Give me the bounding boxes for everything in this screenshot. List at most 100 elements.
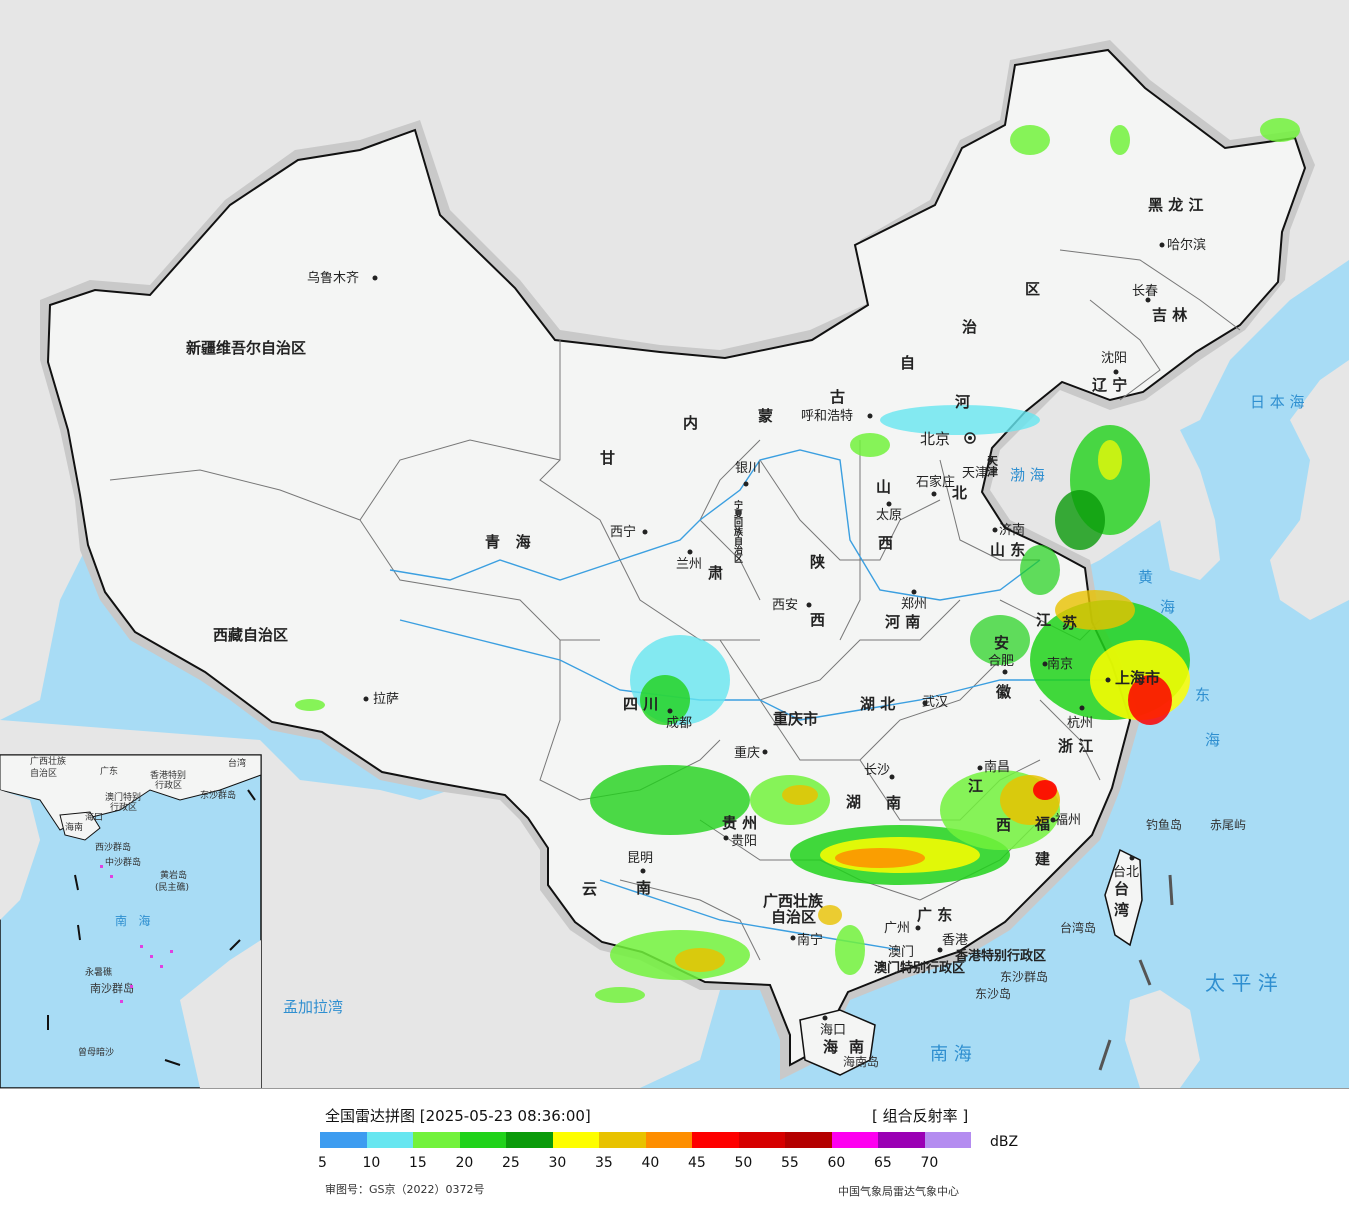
tick-label: 15 <box>409 1155 427 1171</box>
tick-label: 35 <box>595 1155 613 1171</box>
color-segment <box>320 1132 367 1148</box>
city-hangzhou: 杭州 <box>1067 716 1093 731</box>
taiwan-island <box>1104 848 1143 947</box>
label-guangxi-1: 广西壮族 <box>763 892 824 910</box>
inset-label-guangdong: 广东 <box>100 765 118 777</box>
dash-line-main <box>1098 874 1174 1071</box>
island-dongsha: 东沙岛 <box>975 986 1011 1001</box>
city-changsha: 长沙 <box>864 763 890 778</box>
inset-label-guangxi: 广西壮族 <box>30 755 66 767</box>
city-urumqi: 乌鲁木齐 <box>307 270 359 286</box>
city-chengdu: 成都 <box>666 716 692 731</box>
region-labels: 新疆维吾尔自治区 西藏自治区 青 海 甘 肃 内 蒙 古 自 治 区 黑 龙 江… <box>186 196 1203 1056</box>
inset-label-zengmu: 曾母暗沙 <box>78 1046 114 1058</box>
color-segment <box>459 1132 506 1148</box>
sea-japan: 日 本 海 <box>1250 393 1305 411</box>
city-haikou: 海口 <box>820 1023 846 1038</box>
label-hu-hunan: 湖 <box>846 793 861 811</box>
unit-label: dBZ <box>990 1134 1019 1150</box>
tick-label: 30 <box>548 1155 567 1171</box>
label-guizhou: 贵 州 <box>722 814 757 832</box>
inset-label-yongshu: 永暑礁 <box>85 966 112 978</box>
tick-label: 45 <box>688 1155 706 1171</box>
inset-label-minzhu: (民主礁) <box>155 881 189 893</box>
inset-label-zizhiqu: 自治区 <box>30 767 57 779</box>
sea-south: 南 海 <box>930 1044 972 1065</box>
hainan-island <box>799 1009 876 1076</box>
province-boundaries <box>109 249 1241 961</box>
city-zhengzhou: 郑州 <box>901 597 927 612</box>
city-xian: 西安 <box>772 598 798 613</box>
label-macau-sar: 澳门特别行政区 <box>874 960 965 976</box>
tick-label: 40 <box>641 1155 660 1171</box>
inset-label-nansha: 南沙群岛 <box>90 981 134 995</box>
label-henan: 河 南 <box>885 613 920 631</box>
city-lanzhou: 兰州 <box>676 557 702 572</box>
foreign-land-japan <box>1270 360 1349 620</box>
sea-east-1: 东 <box>1195 686 1210 704</box>
inset-label-macau-1: 澳门特别 <box>105 791 141 803</box>
sea-bohai: 渤 海 <box>1010 466 1045 484</box>
city-kunming: 昆明 <box>627 851 653 866</box>
label-hui: 徽 <box>995 683 1012 701</box>
color-segment <box>738 1132 785 1148</box>
label-sichuan: 四 川 <box>623 695 658 713</box>
label-guangxi-2: 自治区 <box>771 908 816 926</box>
label-shandong: 山 东 <box>990 541 1025 559</box>
city-chongqing: 重庆 <box>734 745 760 761</box>
foreign-land-korea <box>1150 420 1220 580</box>
color-segment <box>645 1132 692 1148</box>
city-yinchuan: 银川 <box>735 461 761 476</box>
label-hubei: 湖 北 <box>860 695 895 713</box>
label-jilin: 吉 林 <box>1152 306 1188 324</box>
label-tai: 台 <box>1114 880 1129 898</box>
city-taiyuan: 太原 <box>876 508 902 523</box>
sea-east-2: 海 <box>1205 731 1220 749</box>
label-qinghai: 青 海 <box>485 533 531 551</box>
island-taiwan: 台湾岛 <box>1060 920 1096 935</box>
label-hk-sar: 香港特别行政区 <box>954 948 1046 964</box>
label-nan-hainan: 南 <box>849 1038 864 1056</box>
label-nan-hunan: 南 <box>886 794 901 812</box>
foreign-land-philippines <box>1125 990 1200 1088</box>
label-gan: 甘 <box>600 449 615 467</box>
label-nan-yunnan: 南 <box>636 879 651 897</box>
color-segment <box>831 1132 878 1148</box>
radar-map: 新疆维吾尔自治区 西藏自治区 青 海 甘 肃 内 蒙 古 自 治 区 黑 龙 江… <box>0 0 1349 1088</box>
city-lhasa: 拉萨 <box>373 692 399 707</box>
label-xizang: 西藏自治区 <box>213 626 288 644</box>
color-segment <box>506 1132 553 1148</box>
city-taipei: 台北 <box>1113 865 1139 880</box>
label-an: 安 <box>994 634 1009 652</box>
city-fuzhou: 福州 <box>1055 813 1081 828</box>
tick-label: 65 <box>874 1155 892 1171</box>
map-title: 全国雷达拼图 [2025-05-23 08:36:00] <box>325 1107 591 1125</box>
label-xi-jiangxi: 西 <box>996 816 1011 834</box>
label-gu: 古 <box>830 388 845 406</box>
island-diaoyu: 钓鱼岛 <box>1146 817 1182 832</box>
label-he-hebei: 河 <box>955 393 970 411</box>
sea-yellow-1: 黄 <box>1138 568 1153 586</box>
label-meng: 蒙 <box>758 407 773 425</box>
tick-label: 60 <box>827 1155 846 1171</box>
label-su-jiangsu: 苏 <box>1062 614 1077 632</box>
label-chongqing: 重庆市 <box>773 710 818 728</box>
sea-pacific: 太 平 洋 <box>1205 971 1278 995</box>
city-shijiazhuang: 石家庄 <box>916 474 955 490</box>
label-hai-hainan: 海 <box>823 1038 838 1056</box>
legend-panel: 全国雷达拼图 [2025-05-23 08:36:00] [ 组合反射率 ] d… <box>0 1088 1349 1209</box>
inset-label-zhongsha: 中沙群岛 <box>105 856 141 868</box>
sea-labels: 日 本 海 黄 海 东 海 太 平 洋 南 海 孟加拉湾 渤 海 <box>283 393 1305 1065</box>
label-zhi: 治 <box>962 318 977 336</box>
inset-label-haikou: 海口 <box>85 811 103 823</box>
city-hohhot: 呼和浩特 <box>801 409 853 424</box>
city-guangzhou: 广州 <box>884 921 910 936</box>
sea-yellow-2: 海 <box>1160 598 1175 616</box>
label-wan: 湾 <box>1114 901 1129 919</box>
label-shaan: 陕 <box>810 553 825 571</box>
color-segment <box>413 1132 460 1148</box>
label-yun: 云 <box>582 880 597 898</box>
label-su: 肃 <box>708 564 723 582</box>
label-jian: 建 <box>1035 850 1051 868</box>
